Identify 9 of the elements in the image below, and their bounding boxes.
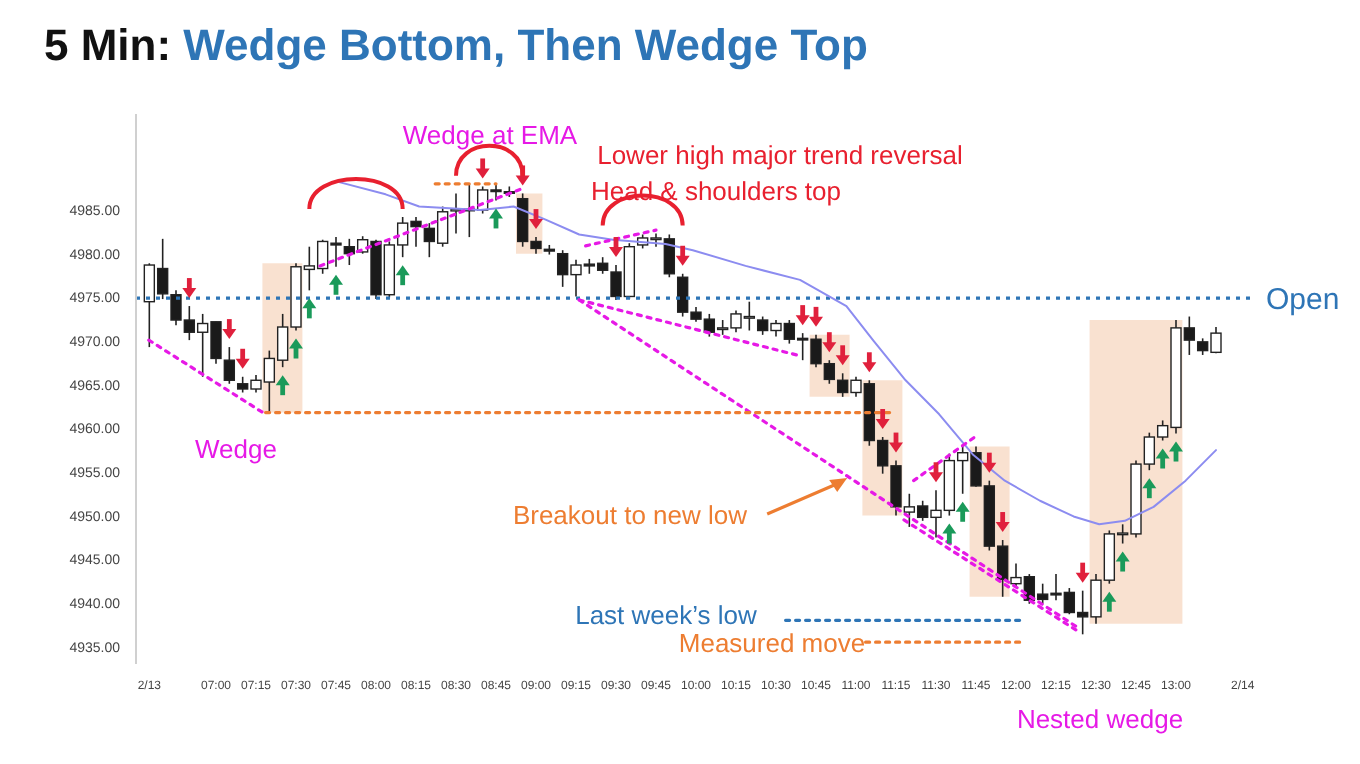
annotation: Lower high major trend reversal — [597, 140, 964, 170]
annotation: Wedge — [195, 434, 277, 464]
annotation: Last week’s low — [575, 600, 759, 630]
ref-line-label: Open — [1266, 282, 1340, 317]
annotation: Wedge at EMA — [402, 120, 578, 150]
annotation: Measured move — [678, 628, 866, 658]
chart-title: 5 Min: Wedge Bottom, Then Wedge Top — [44, 20, 868, 70]
annotation: Breakout to new low — [512, 500, 749, 530]
text: Nested wedge — [1016, 704, 1184, 734]
